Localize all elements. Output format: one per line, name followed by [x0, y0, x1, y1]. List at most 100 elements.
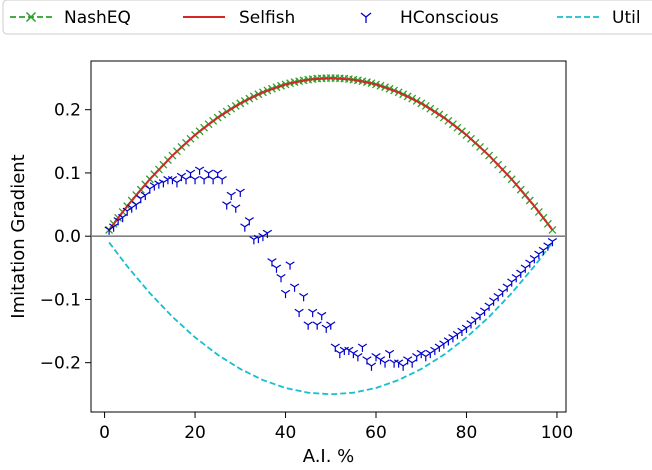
series-line-selfish: [108, 77, 554, 231]
data-point-hconscious: [158, 179, 169, 188]
x-tick-label: 0: [99, 423, 110, 443]
data-point-hconscious: [380, 359, 390, 368]
data-point-hconscious: [271, 264, 282, 273]
legend-item-nasheq: NashEQ: [10, 8, 131, 28]
data-point-hconscious: [298, 292, 309, 302]
data-point-hconscious: [213, 169, 223, 178]
data-point-hconscious: [529, 255, 539, 264]
data-point-hconscious: [208, 175, 218, 185]
data-point-hconscious: [366, 362, 377, 371]
data-point-hconscious: [131, 201, 141, 210]
data-point-hconscious: [308, 308, 318, 318]
y-tick-label: 0.1: [54, 164, 81, 184]
legend-label-util: Util: [612, 8, 641, 28]
data-point-hconscious: [452, 330, 463, 340]
data-point-hconscious: [412, 353, 422, 362]
legend-item-util: Util: [557, 8, 641, 28]
legend-label-hconscious: HConscious: [400, 8, 499, 28]
data-point-hconscious: [547, 237, 558, 247]
legend: NashEQ Selfish HConscious Util: [2, 0, 652, 35]
legend-marker-hconscious: [360, 12, 372, 23]
data-point-hconscious: [222, 201, 232, 210]
y-tick-label: 0.2: [54, 101, 81, 121]
data-point-hconscious: [430, 346, 440, 356]
legend-item-hconscious: HConscious: [360, 8, 499, 28]
data-point-hconscious: [470, 316, 481, 325]
data-point-hconscious: [262, 229, 273, 239]
x-tick-label: 20: [184, 423, 206, 443]
data-point-hconscious: [317, 311, 327, 321]
data-point-hconscious: [140, 191, 150, 201]
data-point-hconscious: [362, 356, 372, 365]
series-hconscious: [104, 166, 558, 371]
data-point-hconscious: [276, 273, 286, 283]
data-point-hconscious: [457, 327, 467, 337]
data-point-hconscious: [493, 292, 503, 302]
data-point-hconscious: [498, 288, 508, 297]
data-point-hconscious: [240, 223, 250, 232]
data-point-hconscious: [357, 343, 368, 352]
data-point-hconscious: [185, 169, 196, 178]
data-point-hconscious: [534, 250, 544, 259]
series-selfish: [108, 77, 554, 231]
y-tick-label: −0.2: [40, 354, 81, 374]
data-point-hconscious: [285, 261, 295, 270]
legend-item-selfish: Selfish: [183, 8, 295, 28]
data-point-hconscious: [326, 321, 336, 330]
data-point-hconscious: [443, 337, 454, 346]
data-point-hconscious: [235, 188, 245, 197]
data-point-hconscious: [439, 340, 449, 349]
data-point-hconscious: [353, 353, 363, 362]
x-tick-label: 60: [365, 423, 387, 443]
data-point-hconscious: [190, 175, 200, 185]
data-point-hconscious: [321, 324, 331, 333]
data-point-hconscious: [511, 273, 521, 283]
data-point-hconscious: [203, 169, 214, 178]
data-point-hconscious: [118, 213, 128, 223]
data-point-hconscious: [516, 269, 526, 278]
data-point-hconscious: [466, 320, 476, 329]
legend-marker-nasheq: [25, 11, 37, 23]
data-point-hconscious: [475, 311, 485, 321]
data-point-hconscious: [194, 166, 205, 175]
data-point-hconscious: [543, 242, 553, 251]
data-point-hconscious: [145, 185, 155, 194]
data-point-hconscious: [384, 349, 395, 359]
data-point-hconscious: [479, 307, 490, 316]
x-tick-label: 80: [456, 423, 478, 443]
data-point-hconscious: [488, 297, 499, 306]
axis-ticks: 0 20 40 60 80 100 −0.2 −0.1 0.0 0.1 0.2: [40, 101, 573, 443]
legend-frame: [2, 0, 652, 35]
data-point-hconscious: [507, 278, 517, 287]
data-point-hconscious: [421, 353, 431, 362]
x-axis-label: A.I. %: [303, 446, 355, 467]
data-point-hconscious: [280, 289, 291, 299]
data-point-hconscious: [136, 194, 146, 204]
data-point-hconscious: [502, 283, 512, 292]
data-point-hconscious: [425, 349, 435, 359]
data-point-hconscious: [104, 226, 114, 235]
y-tick-label: 0.0: [54, 227, 81, 247]
data-point-hconscious: [448, 334, 458, 343]
data-point-hconscious: [217, 175, 227, 185]
data-point-hconscious: [113, 217, 123, 226]
data-point-hconscious: [461, 324, 472, 333]
data-point-hconscious: [525, 259, 535, 268]
data-point-hconscious: [122, 207, 132, 216]
data-point-hconscious: [199, 175, 209, 185]
data-point-hconscious: [303, 321, 313, 330]
x-tick-label: 100: [541, 423, 573, 443]
data-point-hconscious: [330, 343, 340, 352]
x-tick-label: 40: [275, 423, 297, 443]
data-point-hconscious: [226, 191, 236, 201]
data-point-hconscious: [312, 321, 322, 330]
data-point-hconscious: [231, 204, 241, 213]
data-point-hconscious: [335, 349, 345, 359]
data-point-hconscious: [294, 308, 304, 318]
y-axis-label: Imitation Gradient: [8, 154, 29, 318]
data-point-hconscious: [244, 217, 254, 226]
legend-label-selfish: Selfish: [239, 8, 295, 28]
data-point-hconscious: [267, 258, 277, 267]
